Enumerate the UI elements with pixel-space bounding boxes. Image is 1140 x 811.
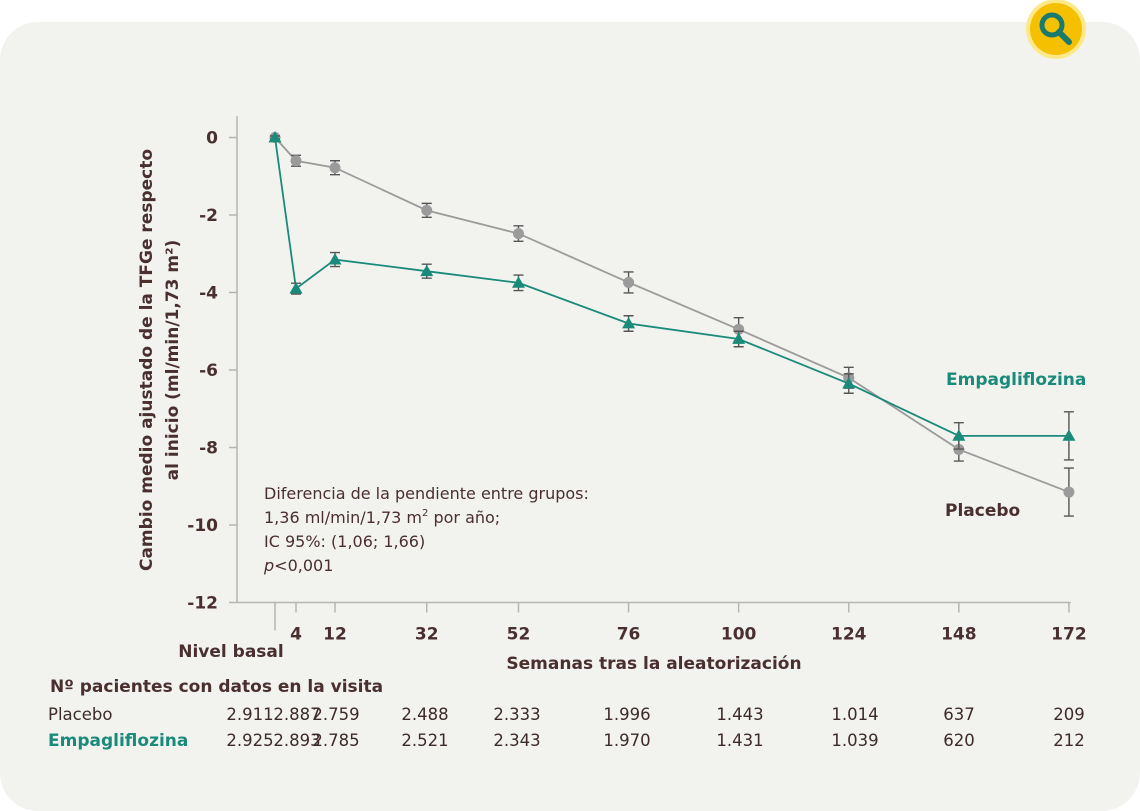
- annotation-line2: 1,36 ml/min/1,73 m2 por año;: [264, 508, 500, 527]
- y-tick-label: -6: [199, 361, 218, 381]
- table-cell: 1.039: [831, 731, 878, 750]
- table-cell: 2.521: [401, 731, 448, 750]
- data-point-empagliflozina: [420, 264, 434, 277]
- table-cell: 1.996: [603, 705, 650, 724]
- data-point-empagliflozina: [289, 282, 303, 294]
- chart-card: [0, 22, 1140, 811]
- y-tick-label: -2: [199, 206, 218, 226]
- table-cell: 1.443: [716, 705, 763, 724]
- series-line-empagliflozina: [274, 137, 1069, 437]
- y-tick-label: -8: [199, 439, 218, 459]
- y-tick-label: -4: [199, 284, 218, 304]
- x-tick-label: 32: [415, 625, 439, 645]
- table-cell: 209: [1053, 705, 1085, 724]
- annotation-line4: p<0,001: [263, 556, 333, 575]
- data-point-empagliflozina: [952, 429, 966, 441]
- table-cell: 620: [943, 731, 975, 750]
- data-point-empagliflozina: [732, 332, 746, 344]
- table-cell: 1.431: [716, 731, 763, 750]
- table-cell: 1.014: [831, 705, 878, 724]
- y-tick-label: -12: [187, 594, 218, 614]
- table-cell: 2.488: [401, 705, 448, 724]
- data-point-placebo: [329, 162, 341, 174]
- legend-placebo: Placebo: [945, 501, 1020, 521]
- x-tick-label: 124: [831, 625, 867, 645]
- annotation-line1: Diferencia de la pendiente entre grupos:: [264, 484, 589, 503]
- data-point-placebo: [512, 228, 524, 240]
- search-button[interactable]: [1030, 3, 1082, 55]
- magnifier-icon: [1039, 12, 1072, 45]
- x-tick-label: 12: [323, 625, 347, 645]
- legend-empagliflozina: Empagliflozina: [946, 370, 1086, 390]
- table-cell: 1.970: [603, 731, 650, 750]
- x-axis-label: Semanas tras la aleatorización: [506, 654, 801, 674]
- y-tick-label: -10: [187, 516, 218, 536]
- axes: 0 -2 -4 -6 -8 -10 -12 4 12 32 52 76 100 124 148 172: [187, 116, 1087, 645]
- data-point-placebo: [1063, 486, 1075, 498]
- table-cell: 2.759: [312, 705, 359, 724]
- table-row-label-placebo: Placebo: [48, 705, 112, 724]
- data-point-empagliflozina: [1062, 429, 1076, 441]
- data-point-empagliflozina: [842, 377, 856, 389]
- x-tick-label: 148: [941, 625, 977, 645]
- table-cell: 2.911: [226, 705, 273, 724]
- data-point-placebo: [421, 204, 433, 216]
- data-point-empagliflozina: [511, 276, 525, 288]
- data-point-placebo: [733, 323, 745, 335]
- data-point-empagliflozina: [268, 131, 282, 143]
- data-point-empagliflozina: [622, 317, 636, 329]
- series-line-placebo: [274, 136, 1070, 493]
- x-tick-label: 76: [617, 625, 641, 645]
- table-title: Nº pacientes con datos en la visita: [50, 677, 383, 697]
- baseline-label: Nivel basal: [178, 642, 283, 662]
- table-cell: 2.785: [312, 731, 359, 750]
- table-cell: 637: [943, 705, 975, 724]
- data-point-placebo: [623, 276, 635, 288]
- data-point-placebo: [290, 155, 302, 167]
- y-axis-label-line1: Cambio medio ajustado de la TFGe respect…: [137, 149, 157, 571]
- y-tick-label: 0: [206, 129, 218, 149]
- x-tick-label: 172: [1051, 625, 1087, 645]
- x-tick-label: 4: [290, 625, 302, 645]
- y-axis-label-line2: al inicio (ml/min/1,73 m²): [163, 240, 183, 481]
- table-cell: 2.887: [273, 705, 320, 724]
- x-tick-label: 100: [721, 625, 757, 645]
- table-cell: 2.343: [493, 731, 540, 750]
- annotation-line3: IC 95%: (1,06; 1,66): [264, 532, 425, 551]
- table-row-label-empagliflozina: Empagliflozina: [48, 731, 188, 751]
- series-layer: [268, 131, 1076, 517]
- data-point-empagliflozina: [328, 253, 342, 265]
- table-cell: 2.333: [493, 705, 540, 724]
- table-cell: 2.925: [226, 731, 273, 750]
- table-cell: 2.893: [273, 731, 320, 750]
- x-tick-label: 52: [507, 625, 531, 645]
- table-cell: 212: [1053, 731, 1085, 750]
